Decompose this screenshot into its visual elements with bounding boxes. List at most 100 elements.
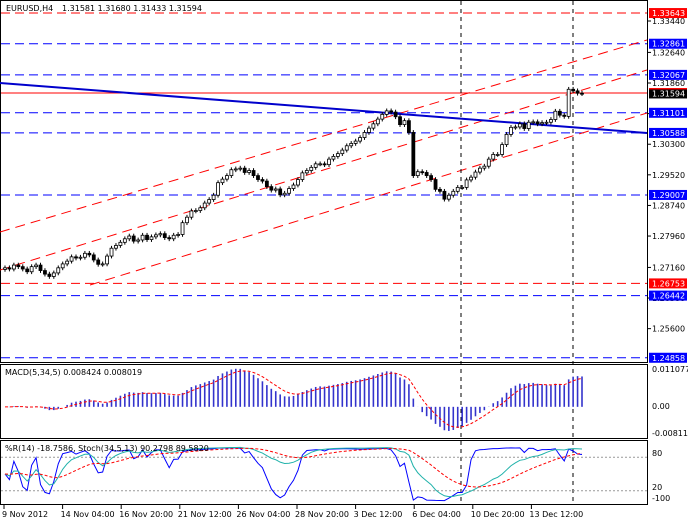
candle-body	[291, 184, 296, 189]
stoch-tick-min: -100	[652, 494, 670, 503]
candle-body	[482, 165, 487, 169]
candle-body	[517, 123, 522, 128]
candle-body	[189, 210, 194, 218]
candle-body	[198, 207, 203, 211]
candle-body	[3, 267, 7, 270]
candle-body	[162, 233, 167, 239]
candle-body	[380, 114, 385, 120]
candle-body	[233, 168, 238, 171]
horizontal-levels	[1, 12, 647, 359]
channel-top-line	[0, 39, 648, 233]
stoch-tick-80: 80	[652, 449, 662, 458]
candle-body	[469, 176, 473, 181]
candle-body	[406, 120, 411, 133]
candle-body	[446, 194, 451, 200]
candle-body	[522, 123, 527, 129]
level-tag-bg	[649, 8, 687, 19]
level-tag-text: 1.26442	[652, 292, 685, 301]
trend-lines	[0, 39, 648, 286]
level-tag: 1.30588	[649, 127, 687, 138]
candle-body	[411, 132, 416, 177]
candle-body	[260, 179, 265, 182]
candle-body	[415, 171, 420, 177]
stochastic-lines	[1, 446, 647, 502]
candle-body	[571, 88, 576, 92]
candle-body	[398, 116, 402, 126]
time-label: 28 Nov 20:00	[295, 510, 349, 519]
candle-body	[309, 166, 314, 171]
candle-body	[340, 149, 345, 155]
stoch-tick-20: 20	[652, 483, 662, 492]
candle-body	[375, 118, 380, 125]
candle-body	[16, 264, 21, 268]
level-tag: 1.26442	[649, 290, 687, 301]
candle-body	[362, 132, 367, 138]
level-tag-bg	[649, 189, 687, 200]
price-tick-label: 1.27960	[652, 232, 685, 241]
macd-histogram	[4, 368, 583, 431]
time-label: 26 Nov 04:00	[236, 510, 290, 519]
candle-body	[60, 263, 65, 269]
channel-bottom-line	[89, 112, 648, 286]
time-label: 9 Nov 2012	[2, 510, 48, 519]
level-tag: 1.24858	[649, 352, 687, 363]
candle-body	[371, 123, 376, 129]
candle-body	[526, 121, 531, 129]
price-tick-label: 1.33440	[652, 17, 685, 26]
candle-body	[47, 273, 52, 277]
time-label: 16 Nov 20:00	[119, 510, 173, 519]
macd-tick-bottom: -0.00811	[652, 429, 688, 438]
candle-body	[256, 175, 260, 180]
candle-body	[442, 190, 447, 200]
candle-body	[464, 179, 469, 188]
main-chart-frame	[0, 0, 648, 363]
candle-body	[433, 179, 438, 190]
level-tag-bg	[649, 278, 687, 289]
candle-body	[131, 235, 136, 242]
candle-body	[100, 263, 105, 266]
candle-body	[34, 264, 38, 268]
candle-body	[384, 110, 389, 115]
candle-body	[118, 241, 123, 246]
candle-body	[287, 188, 291, 194]
candle-body	[322, 163, 327, 166]
macd-signal-line	[4, 370, 583, 428]
candle-body	[557, 110, 562, 116]
candle-body	[273, 188, 278, 191]
candle-body	[544, 121, 549, 124]
level-tag: 1.31101	[649, 107, 687, 118]
candle-body	[451, 190, 456, 196]
macd-tick-top: 0.011077	[652, 365, 688, 374]
candle-body	[531, 121, 536, 124]
candle-body	[513, 126, 518, 129]
candle-body	[251, 170, 256, 177]
current-price-text: 1.31594	[652, 89, 685, 98]
stoch-label: %R(14) -18.7586, Stoch(34,5,13) 90.2798 …	[5, 444, 209, 453]
candle-body	[51, 272, 56, 277]
candle-body	[127, 235, 132, 240]
candle-body	[176, 234, 181, 236]
candle-body	[193, 210, 198, 212]
time-label: 14 Nov 04:00	[61, 510, 115, 519]
candle-body	[278, 188, 283, 196]
candle-body	[420, 171, 425, 174]
candle-body	[216, 182, 220, 196]
candle-body	[87, 252, 92, 256]
level-tag-text: 1.24858	[652, 354, 685, 363]
candle-body	[504, 134, 509, 146]
candle-body	[238, 167, 243, 170]
candle-body	[424, 172, 429, 177]
candle-body	[296, 179, 300, 186]
price-tick-label: 1.25600	[652, 325, 685, 334]
candle-body	[25, 268, 30, 273]
level-tag-text: 1.31101	[652, 109, 685, 118]
time-axis: 9 Nov 2012 14 Nov 04:00 16 Nov 20:00 21 Nov…	[2, 505, 583, 519]
candle-body	[56, 267, 61, 274]
level-tag: 1.32861	[649, 38, 687, 49]
candle-body	[389, 110, 394, 113]
candlesticks	[3, 86, 584, 279]
candle-body	[358, 137, 362, 142]
candle-body	[549, 119, 553, 123]
